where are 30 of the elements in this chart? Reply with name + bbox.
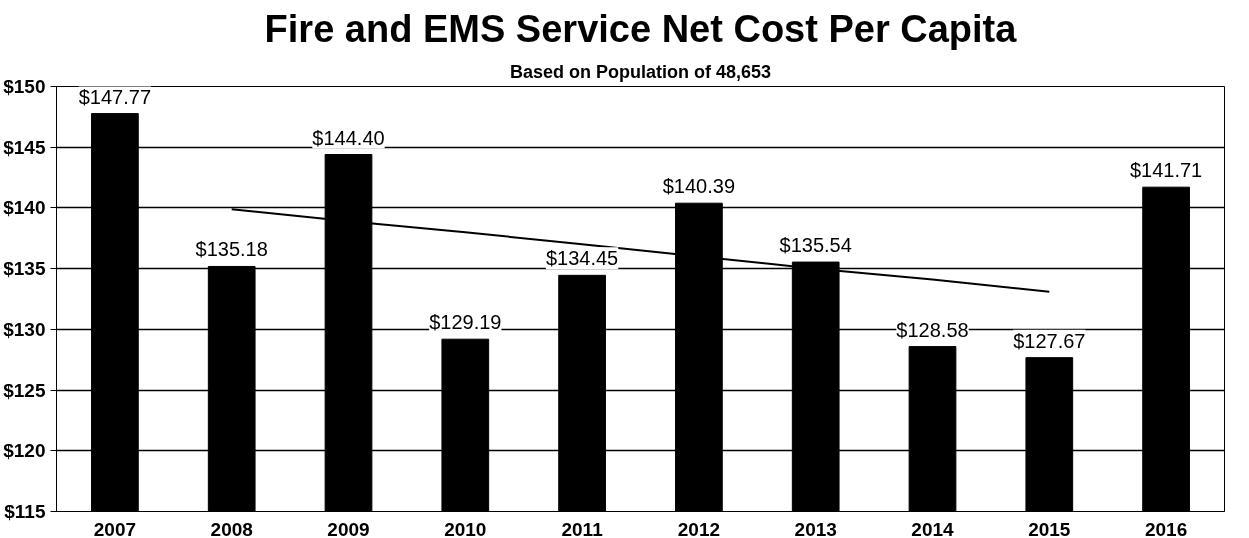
data-label: $134.45 [545, 247, 619, 270]
x-tick-label: 2009 [327, 518, 370, 538]
y-tick-label: $145 [3, 136, 46, 158]
chart-subtitle: Based on Population of 48,653 [509, 61, 772, 82]
data-label: $144.40 [312, 126, 385, 149]
data-label: $141.71 [1129, 159, 1203, 182]
data-label: $128.58 [896, 318, 969, 341]
y-tick-label: $130 [3, 318, 46, 340]
x-tick-label: 2012 [677, 518, 721, 538]
y-tick-label: $115 [4, 501, 46, 522]
data-label: $135.18 [195, 238, 268, 261]
chart-title: Fire and EMS Service Net Cost Per Capita [264, 7, 1018, 50]
data-label: $140.39 [662, 175, 736, 198]
data-label: $127.67 [1013, 329, 1086, 352]
y-tick-label: $135 [3, 258, 46, 280]
data-label: $129.19 [429, 311, 502, 334]
x-tick-label: 2010 [444, 518, 487, 538]
x-tick-label: 2007 [93, 518, 137, 538]
x-tick-label: 2011 [561, 518, 604, 538]
data-label: $147.77 [78, 85, 152, 108]
y-tick-label: $120 [3, 440, 46, 462]
x-tick-label: 2015 [1028, 518, 1071, 538]
x-tick-label: 2014 [911, 518, 955, 538]
x-tick-label: 2008 [210, 518, 253, 538]
data-label: $135.54 [779, 234, 852, 257]
x-tick-label: 2013 [794, 518, 837, 538]
y-tick-label: $140 [3, 197, 46, 219]
y-tick-label: $125 [3, 379, 46, 401]
x-tick-label: 2016 [1144, 518, 1188, 538]
y-tick-label: $150 [3, 76, 46, 97]
